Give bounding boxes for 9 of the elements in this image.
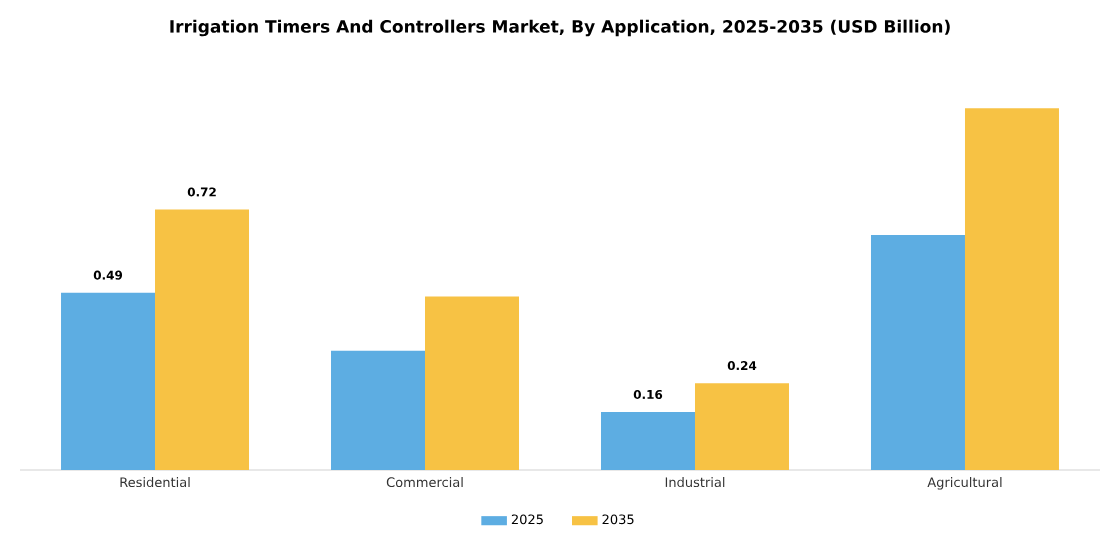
bar [694, 383, 789, 470]
bar [61, 292, 156, 470]
bar [964, 108, 1059, 470]
bar [870, 234, 965, 470]
bar [425, 296, 519, 470]
bar [601, 412, 695, 470]
bar [331, 350, 426, 470]
chart-title: Irrigation Timers And Controllers Market, By Application, 2025-2035 (USD Billion) [170, 19, 950, 37]
bar [155, 209, 250, 470]
